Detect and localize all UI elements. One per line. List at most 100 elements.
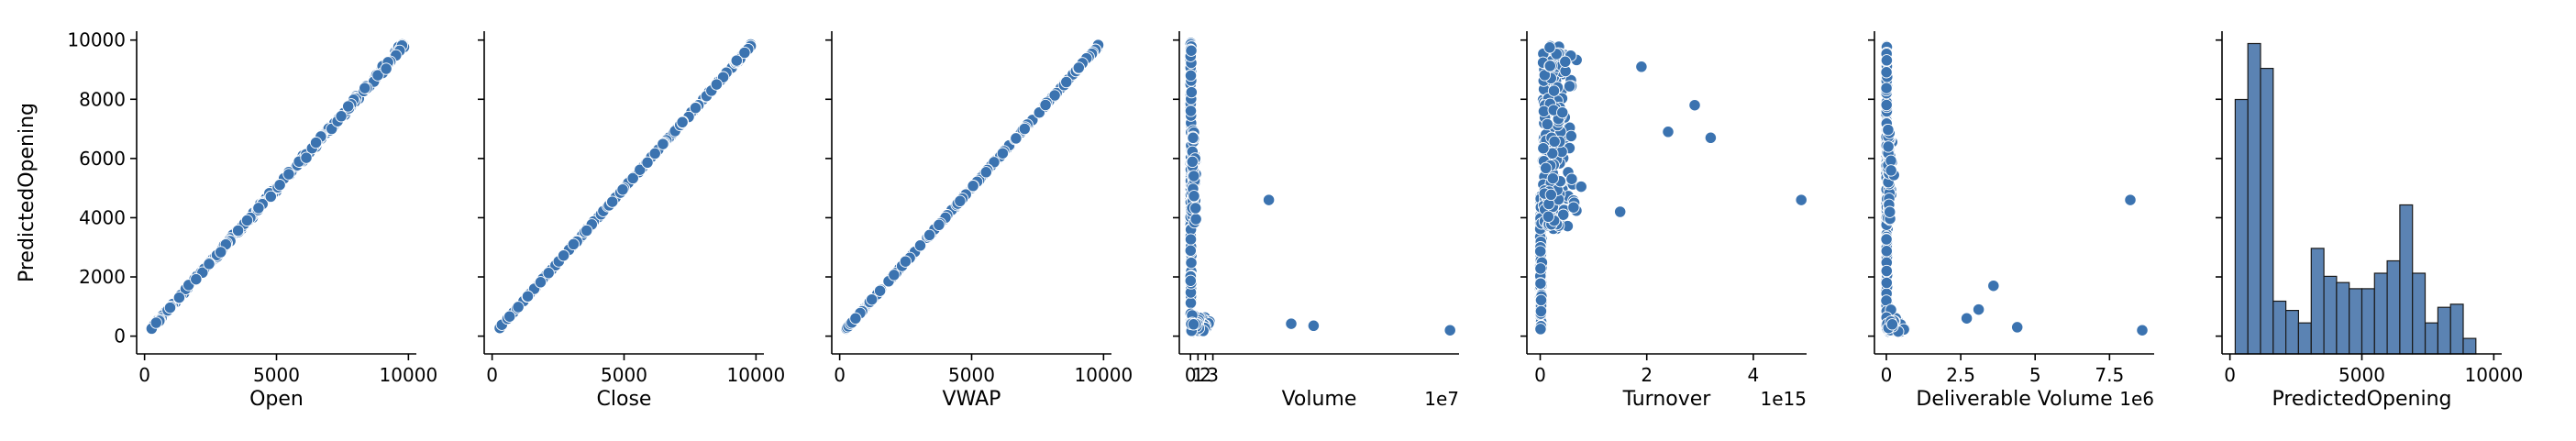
scatter-point (996, 147, 1010, 160)
x-tick-label: 2 (1200, 364, 1211, 386)
histogram-bar (2323, 275, 2338, 355)
scatter-point (641, 156, 654, 169)
scatter-point (710, 78, 724, 91)
scatter-point (231, 224, 245, 237)
histogram-bar (2297, 322, 2312, 355)
histogram-bar (2437, 306, 2451, 355)
scatter-point (866, 293, 879, 306)
histogram-bar (2272, 300, 2287, 355)
scatter-point (1060, 75, 1073, 89)
scatter-point (1575, 180, 1587, 193)
scatter-point (689, 102, 702, 115)
scatter-point (1534, 262, 1547, 275)
x-tick-label: 5000 (601, 364, 647, 386)
x-tick-label: 5000 (253, 364, 300, 386)
scatter-point (606, 195, 619, 208)
scatter-point (1184, 233, 1198, 246)
scatter-point (676, 116, 689, 128)
scatter-point (1565, 172, 1578, 185)
x-tick-label: 10000 (380, 364, 438, 386)
scatter-point (240, 214, 254, 227)
scatter-point (1543, 60, 1556, 72)
scatter-point (1184, 105, 1198, 117)
scatter-point (1048, 89, 1061, 102)
scatter-point (1559, 55, 1572, 68)
x-tick-label: 5000 (948, 364, 995, 386)
scatter-point (1880, 276, 1893, 290)
scatter-point (967, 180, 979, 193)
scatter-point (1885, 164, 1897, 177)
scatter-point (359, 82, 371, 94)
scatter-point (215, 246, 227, 259)
scatter-point (2011, 321, 2024, 334)
scatter-point (1880, 82, 1893, 94)
histogram-bar (2310, 248, 2325, 355)
data-marks (840, 38, 1105, 336)
scatter-point (738, 46, 751, 60)
scatter-point (264, 190, 277, 204)
histogram-bar (2234, 98, 2249, 355)
x-tick-label: 0 (2224, 364, 2236, 386)
scatter-point (1614, 205, 1627, 218)
x-tick-label: 5000 (2338, 364, 2385, 386)
scatter-point (1880, 54, 1894, 67)
data-marks (1880, 39, 2149, 338)
x-axis-label: Deliverable Volume (1916, 388, 2112, 411)
scatter-point (1882, 140, 1895, 153)
histogram-bar (2462, 337, 2477, 355)
x-tick-label: 10000 (727, 364, 786, 386)
histogram-bar (2399, 204, 2414, 355)
data-marks (145, 38, 411, 336)
y-tick-label: 2000 (79, 266, 126, 288)
scatter-point (657, 138, 669, 150)
y-axis-label: PredictedOpening (16, 103, 39, 282)
scatter-point (979, 166, 992, 179)
scatter-point (567, 237, 580, 251)
scatter-point (512, 301, 525, 314)
x-tick-label: 0 (486, 364, 498, 386)
x-tick-label: 0 (1185, 364, 1197, 386)
scatter-point (634, 163, 647, 176)
x-axis-label: VWAP (943, 388, 1001, 411)
scatter-point (1880, 264, 1893, 278)
scatter-point (873, 284, 887, 297)
histogram-bar (2349, 288, 2363, 355)
histogram-bar (2412, 272, 2427, 355)
scatter-point (1188, 170, 1200, 182)
scatter-point (534, 276, 547, 289)
scatter-point (557, 249, 570, 262)
scatter-point (1072, 61, 1085, 74)
x-tick-label: 1 (1192, 364, 1204, 386)
scatter-point (1534, 323, 1547, 336)
scatter-point (1537, 142, 1550, 155)
scatter-point (1662, 126, 1675, 138)
histogram-bar (2449, 303, 2464, 355)
x-axis-label: Close (597, 388, 652, 411)
scatter-point (1795, 193, 1808, 206)
scatter-point (1541, 117, 1553, 131)
scatter-point (1018, 122, 1031, 136)
scatter-point (1542, 210, 1555, 223)
data-marks (492, 38, 757, 335)
scatter-point (282, 168, 295, 181)
scatter-point (1285, 317, 1298, 330)
scatter-point (1307, 319, 1321, 332)
scatter-point (933, 218, 945, 231)
scatter-point (190, 272, 203, 286)
scatter-point (542, 267, 555, 280)
x-tick-label: 2 (1641, 364, 1653, 386)
x-tick-label: 0 (1534, 364, 1546, 386)
scatter-point (1884, 205, 1896, 218)
scatter-point (1534, 304, 1548, 318)
scatter-point (1563, 80, 1576, 93)
x-axis-label: PredictedOpening (2272, 388, 2451, 411)
scatter-point (1184, 274, 1197, 287)
scatter-point (1704, 131, 1718, 144)
x-tick-label: 4 (1748, 364, 1760, 386)
scatter-point (1185, 85, 1198, 99)
x-tick-label: 5 (2029, 364, 2041, 386)
scatter-point (1880, 98, 1893, 112)
x-tick-label: 10000 (1075, 364, 1133, 386)
scatter-point (1262, 193, 1276, 206)
